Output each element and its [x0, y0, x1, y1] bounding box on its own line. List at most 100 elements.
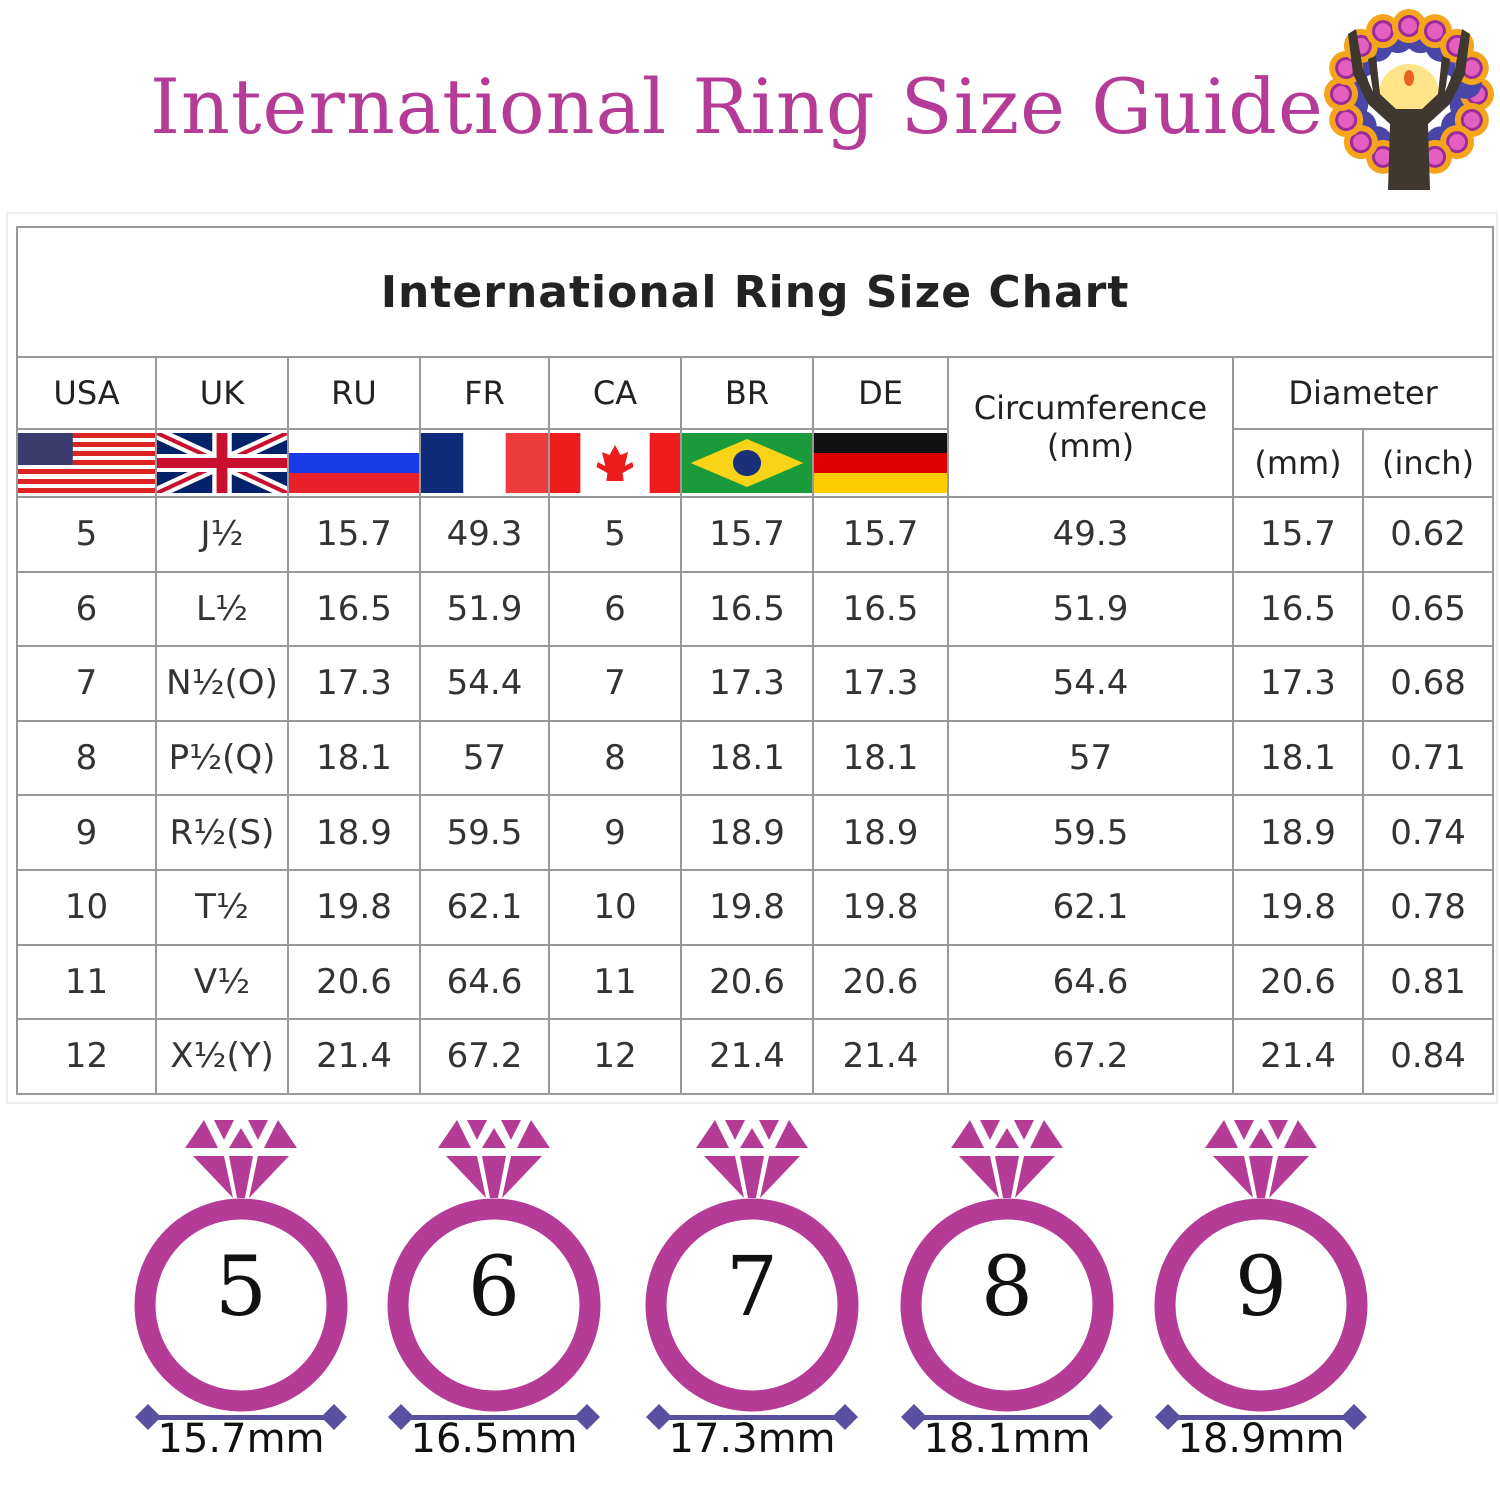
cell-ca: 12 [548, 1018, 682, 1095]
cell-de: 21.4 [812, 1018, 949, 1095]
cell-usa: 6 [16, 570, 157, 648]
cell-de: 16.5 [812, 570, 949, 648]
header-usa: USA [16, 356, 157, 430]
deer-mandala-logo [1324, 9, 1494, 190]
cell-diameter-inch: 0.71 [1361, 719, 1495, 797]
cell-circumference: 67.2 [947, 1018, 1234, 1095]
ring-size-8: 8 18.1mm [887, 1110, 1127, 1490]
cell-uk: P½(Q) [155, 719, 289, 797]
cell-ru: 18.1 [287, 719, 421, 797]
cell-ru: 15.7 [287, 496, 421, 573]
cell-fr: 59.5 [419, 794, 550, 871]
ring-diameter-label: 18.9mm [1177, 1416, 1345, 1462]
cell-circumference: 62.1 [947, 868, 1234, 946]
cell-br: 18.1 [680, 719, 814, 797]
cell-diameter-inch: 0.65 [1361, 570, 1495, 648]
header-fr: FR [419, 356, 550, 430]
ring-size-number: 9 [1234, 1240, 1288, 1335]
cell-br: 20.6 [680, 943, 814, 1021]
cell-usa: 7 [16, 645, 157, 722]
cell-uk: L½ [155, 570, 289, 648]
cell-de: 18.1 [812, 719, 949, 797]
cell-ru: 19.8 [287, 868, 421, 946]
diameter-measure-bar [1155, 1404, 1367, 1430]
cell-uk: T½ [155, 868, 289, 946]
cell-de: 15.7 [812, 496, 949, 573]
header-br: BR [680, 356, 814, 430]
diameter-measure-bar [901, 1404, 1113, 1430]
uk-flag [155, 428, 289, 498]
ring-size-number: 5 [214, 1240, 268, 1335]
cell-diameter-inch: 0.68 [1361, 645, 1495, 722]
table-row: 8 P½(Q) 18.1 57 8 18.1 18.1 57 18.1 0.71 [16, 719, 1495, 797]
cell-de: 18.9 [812, 794, 949, 871]
cell-diameter-inch: 0.81 [1361, 943, 1495, 1021]
header-uk: UK [155, 356, 289, 430]
cell-usa: 11 [16, 943, 157, 1021]
cell-diameter-inch: 0.78 [1361, 868, 1495, 946]
cell-br: 15.7 [680, 496, 814, 573]
cell-diameter-mm: 15.7 [1232, 496, 1364, 573]
cell-fr: 51.9 [419, 570, 550, 648]
cell-diameter-mm: 20.6 [1232, 943, 1364, 1021]
cell-uk: J½ [155, 496, 289, 573]
diamond-icon [1205, 1120, 1317, 1198]
cell-ca: 10 [548, 868, 682, 946]
cell-de: 20.6 [812, 943, 949, 1021]
table-row: 6 L½ 16.5 51.9 6 16.5 16.5 51.9 16.5 0.65 [16, 570, 1495, 648]
cell-de: 19.8 [812, 868, 949, 946]
ring-diameter-label: 18.1mm [923, 1416, 1091, 1462]
header-ru: RU [287, 356, 421, 430]
cell-ca: 5 [548, 496, 682, 573]
ring-size-6: 6 16.5mm [374, 1110, 614, 1490]
cell-ru: 16.5 [287, 570, 421, 648]
header-circumference: Circumference (mm) [947, 356, 1234, 498]
cell-uk: V½ [155, 943, 289, 1021]
cell-diameter-mm: 17.3 [1232, 645, 1364, 722]
ring-diameter-label: 16.5mm [410, 1416, 578, 1462]
cell-br: 17.3 [680, 645, 814, 722]
cell-fr: 49.3 [419, 496, 550, 573]
cell-circumference: 51.9 [947, 570, 1234, 648]
usa-flag [16, 428, 157, 498]
page-title: International Ring Size Guide [150, 62, 1324, 151]
cell-fr: 64.6 [419, 943, 550, 1021]
cell-diameter-mm: 19.8 [1232, 868, 1364, 946]
header-ca: CA [548, 356, 682, 430]
cell-uk: X½(Y) [155, 1018, 289, 1095]
diamond-icon [951, 1120, 1063, 1198]
cell-circumference: 59.5 [947, 794, 1234, 871]
canada-flag [548, 428, 682, 498]
table-row: 12 X½(Y) 21.4 67.2 12 21.4 21.4 67.2 21.4 0.84 [16, 1018, 1495, 1095]
cell-ca: 8 [548, 719, 682, 797]
diamond-icon [696, 1120, 808, 1198]
cell-uk: N½(O) [155, 645, 289, 722]
ring-band [1154, 1198, 1368, 1412]
ring-size-7: 7 17.3mm [632, 1110, 872, 1490]
cell-br: 16.5 [680, 570, 814, 648]
chart-frame [6, 212, 1498, 1104]
diameter-measure-bar [135, 1404, 347, 1430]
cell-circumference: 49.3 [947, 496, 1234, 573]
header-diameter-mm: (mm) [1232, 428, 1364, 498]
header-de: DE [812, 356, 949, 430]
ring-size-9: 9 18.9mm [1141, 1110, 1381, 1490]
ring-band [645, 1198, 859, 1412]
cell-usa: 9 [16, 794, 157, 871]
cell-diameter-inch: 0.84 [1361, 1018, 1495, 1095]
cell-ca: 9 [548, 794, 682, 871]
russia-flag [287, 428, 421, 498]
cell-fr: 57 [419, 719, 550, 797]
ring-band [134, 1198, 348, 1412]
cell-usa: 8 [16, 719, 157, 797]
brazil-flag [680, 428, 814, 498]
header-diameter: Diameter [1231, 356, 1495, 430]
cell-diameter-mm: 18.1 [1232, 719, 1364, 797]
table-row: 5 J½ 15.7 49.3 5 15.7 15.7 49.3 15.7 0.62 [16, 496, 1495, 573]
chart-title: International Ring Size Chart [15, 226, 1495, 358]
cell-diameter-mm: 18.9 [1232, 794, 1364, 871]
cell-circumference: 54.4 [947, 645, 1234, 722]
header-diameter-inch: (inch) [1361, 428, 1495, 498]
ring-diameter-label: 17.3mm [668, 1416, 836, 1462]
cell-uk: R½(S) [155, 794, 289, 871]
